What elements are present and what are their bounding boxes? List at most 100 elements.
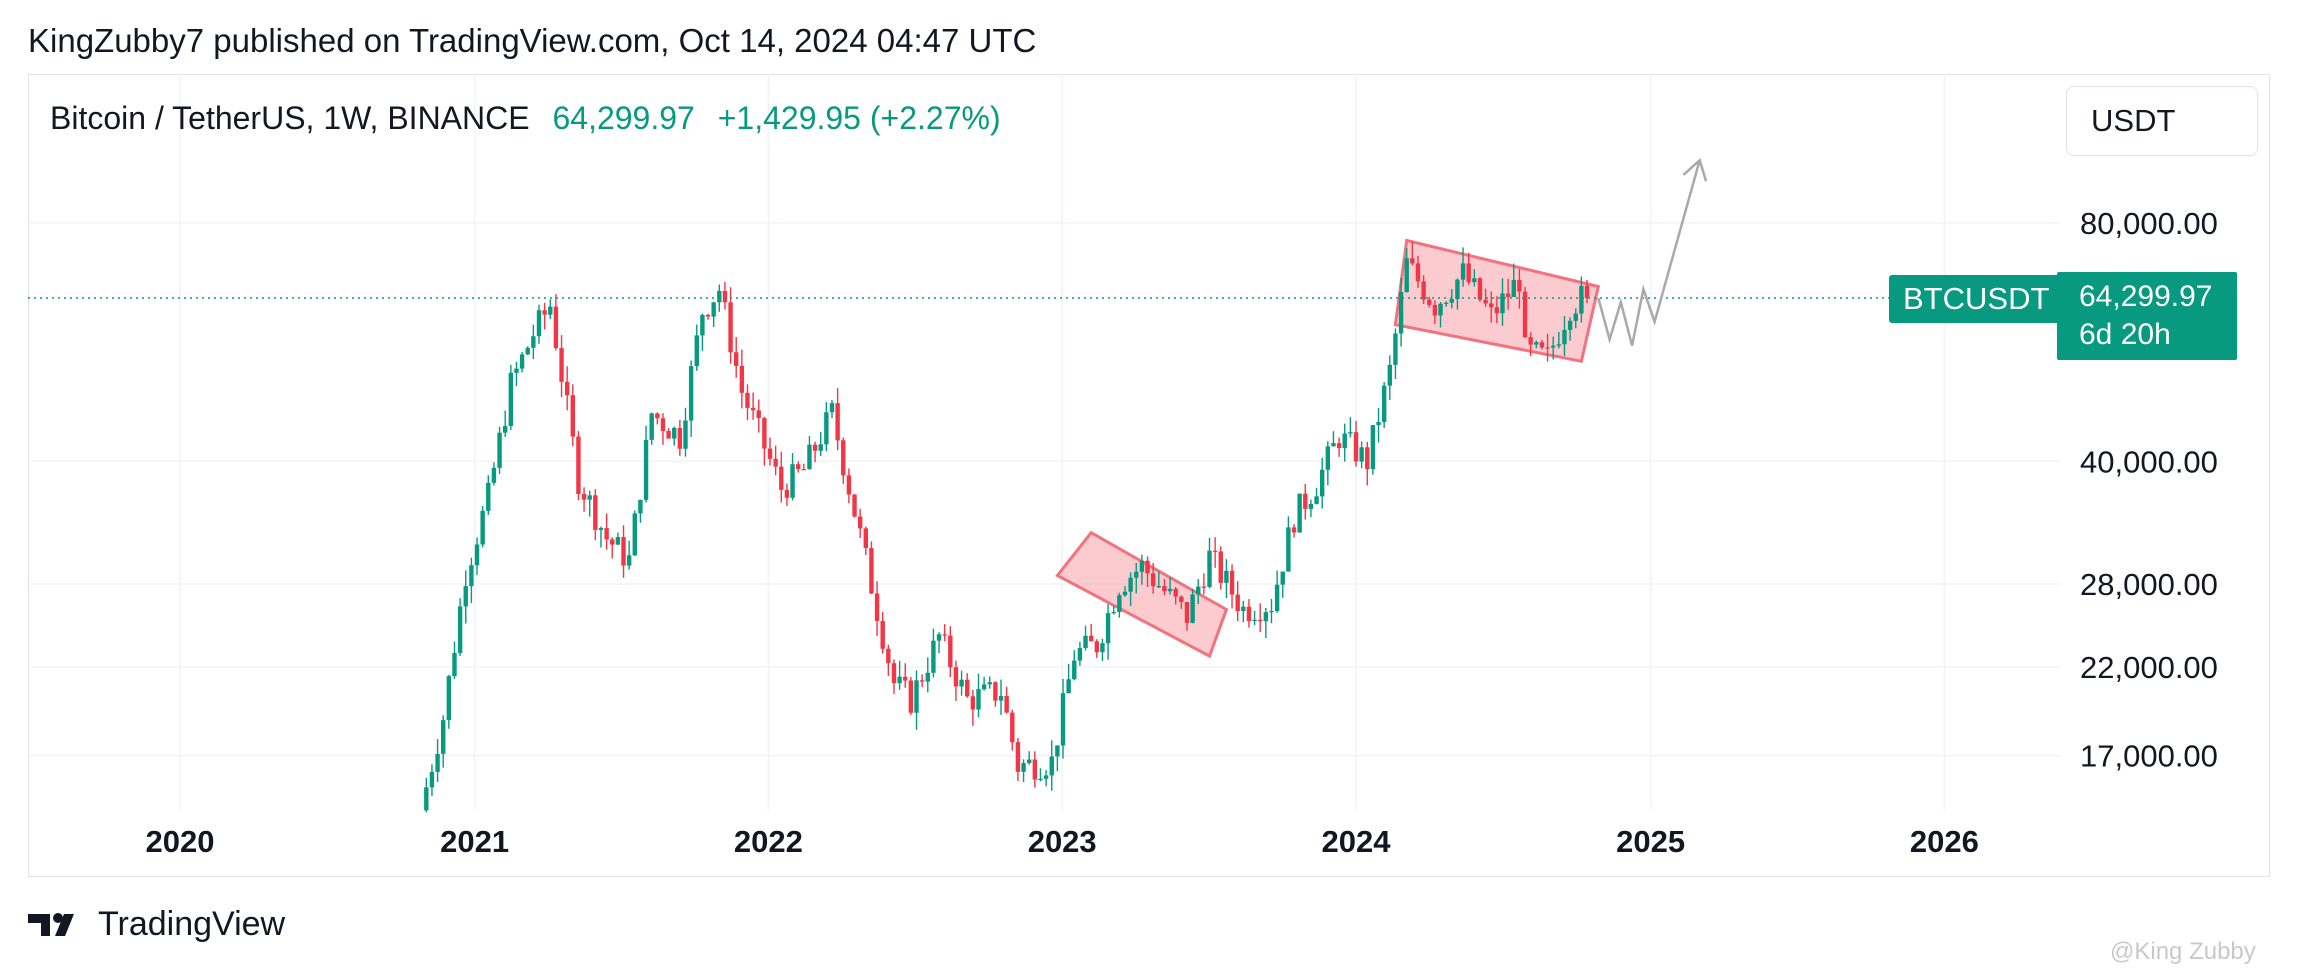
candle-up — [1280, 571, 1285, 585]
candle-down — [1145, 560, 1150, 574]
y-tick-label: 28,000.00 — [2080, 567, 2218, 602]
candle-down — [874, 593, 880, 622]
candle-up — [717, 290, 722, 303]
candle-down — [745, 392, 750, 408]
candle-series — [424, 241, 1590, 813]
candle-up — [981, 684, 987, 690]
candle-up — [931, 640, 936, 673]
candle-up — [1286, 527, 1291, 572]
candle-up — [649, 413, 654, 440]
candle-up — [1376, 421, 1381, 426]
y-tick-label: 40,000.00 — [2080, 444, 2218, 479]
candle-down — [886, 648, 891, 664]
candle-up — [1449, 299, 1454, 303]
y-tick-label: 80,000.00 — [2080, 206, 2218, 241]
candle-up — [587, 495, 592, 500]
candle-down — [705, 314, 711, 317]
y-axis-labels: 17,000.00 22,000.00 28,000.00 40,000.00 80,0… — [2080, 206, 2218, 774]
candle-down — [857, 516, 863, 529]
candle-down — [1162, 586, 1167, 592]
candle-down — [784, 489, 790, 498]
candle-down — [1584, 285, 1590, 299]
projection-arrowhead — [1682, 157, 1708, 182]
candle-up — [502, 426, 508, 433]
candle-down — [734, 352, 739, 366]
candle-down — [559, 348, 564, 382]
candle-up — [1297, 493, 1302, 533]
candle-up — [424, 787, 429, 811]
candle-up — [914, 680, 919, 713]
candle-up — [1252, 619, 1257, 622]
candle-down — [1365, 447, 1370, 470]
candle-up — [925, 672, 930, 682]
candle-down — [604, 528, 609, 540]
candle-down — [677, 427, 683, 449]
candle-down — [953, 667, 959, 687]
candle-up — [897, 676, 902, 684]
candle-down — [869, 548, 874, 594]
candle-up — [463, 586, 468, 607]
candle-down — [835, 403, 840, 441]
candle-down — [801, 469, 807, 471]
candle-up — [1055, 745, 1060, 757]
candle-down — [1427, 299, 1432, 305]
candle-up — [790, 464, 795, 498]
candle-up — [959, 679, 964, 687]
candle-up — [1077, 648, 1083, 661]
last-price-value: 64,299.97 — [2079, 280, 2213, 313]
candle-down — [1336, 443, 1342, 449]
candle-up — [694, 335, 699, 367]
candle-down — [1235, 594, 1240, 612]
candle-up — [1167, 588, 1173, 592]
currency-selector[interactable]: USDT — [2066, 86, 2258, 156]
candle-down — [919, 680, 925, 682]
candle-down — [767, 448, 773, 459]
candle-down — [779, 466, 784, 490]
candle-up — [1325, 446, 1331, 470]
candle-down — [1015, 742, 1021, 772]
candle-up — [598, 528, 604, 531]
candle-up — [1308, 503, 1314, 509]
candle-up — [1139, 560, 1145, 572]
candle-down — [812, 444, 818, 451]
candle-up — [491, 467, 497, 483]
candle-up — [1241, 606, 1246, 612]
candle-down — [993, 682, 998, 701]
tradingview-logo[interactable]: TradingView — [28, 905, 285, 944]
candle-up — [452, 652, 457, 677]
candle-down — [1415, 263, 1421, 282]
candle-down — [1094, 641, 1100, 653]
candle-up — [711, 302, 716, 317]
x-tick-label: 2025 — [1616, 824, 1685, 859]
candle-up — [1319, 469, 1325, 497]
candle-up — [700, 314, 705, 336]
symbol-change: +1,429.95 (+2.27%) — [717, 100, 1001, 136]
candle-down — [903, 676, 908, 681]
candle-up — [615, 537, 621, 545]
symbol-legend: Bitcoin / TetherUS, 1W, BINANCE 64,299.9… — [50, 100, 1001, 137]
candle-down — [1545, 347, 1550, 349]
x-axis-labels: 2020 2021 2022 2023 2024 2025 2026 — [146, 824, 1979, 859]
candle-up — [1060, 693, 1066, 746]
candle-up — [1066, 679, 1071, 694]
candle-down — [1466, 263, 1471, 283]
candle-down — [1410, 258, 1415, 264]
candle-down — [1421, 281, 1426, 300]
candle-up — [1511, 279, 1516, 297]
candle-up — [1500, 293, 1505, 314]
ticker-price-label: BTCUSDT — [1889, 275, 2064, 323]
publisher-header: KingZubby7 published on TradingView.com,… — [28, 22, 1037, 59]
x-tick-label: 2023 — [1028, 824, 1097, 859]
candle-up — [525, 347, 530, 355]
x-tick-label: 2022 — [734, 824, 803, 859]
candle-up — [469, 565, 474, 587]
candle-up — [824, 412, 829, 445]
candle-up — [1342, 433, 1347, 449]
candle-up — [1393, 333, 1398, 365]
candle-down — [1353, 432, 1359, 462]
candle-down — [852, 494, 857, 517]
candle-up — [497, 432, 502, 468]
chart-frame — [28, 74, 2270, 877]
candle-up — [536, 310, 542, 337]
